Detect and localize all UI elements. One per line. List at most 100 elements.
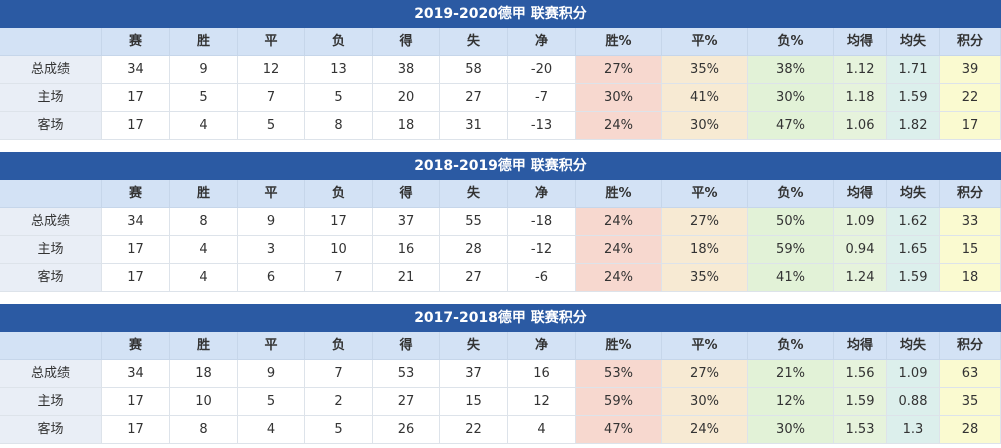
table-block: 2017-2018德甲 联赛积分赛胜平负得失净胜% 平% 负% 均得 均失 积分 总成绩 34… bbox=[0, 304, 1001, 444]
data-cell: 59% bbox=[576, 388, 662, 416]
data-cell: 55 bbox=[440, 208, 508, 236]
data-cell: 30% bbox=[748, 416, 834, 444]
data-cell: 4 bbox=[170, 236, 238, 264]
data-cell: 17 bbox=[940, 112, 1001, 140]
header-cell: 积分 bbox=[940, 180, 1001, 208]
header-cell: 平% bbox=[662, 28, 748, 56]
data-cell: -6 bbox=[508, 264, 576, 292]
header-cell: 均得 bbox=[834, 180, 887, 208]
data-cell: 1.59 bbox=[887, 84, 940, 112]
data-cell: 27% bbox=[662, 208, 748, 236]
data-cell: -13 bbox=[508, 112, 576, 140]
data-cell: 18 bbox=[170, 360, 238, 388]
header-cell: 负 bbox=[305, 180, 373, 208]
data-cell: -12 bbox=[508, 236, 576, 264]
header-cell: 平 bbox=[238, 28, 305, 56]
data-cell: 10 bbox=[305, 236, 373, 264]
header-cell: 胜 bbox=[170, 332, 238, 360]
data-cell: 12 bbox=[508, 388, 576, 416]
data-cell: 27% bbox=[576, 56, 662, 84]
data-cell: 28 bbox=[440, 236, 508, 264]
data-cell: 1.12 bbox=[834, 56, 887, 84]
data-cell: 58 bbox=[440, 56, 508, 84]
header-row: 赛胜平负得失净胜% 平% 负% 均得 均失 积分 bbox=[0, 180, 1001, 208]
data-cell: 1.59 bbox=[887, 264, 940, 292]
header-cell: 积分 bbox=[940, 28, 1001, 56]
data-cell: 16 bbox=[508, 360, 576, 388]
header-cell: 净 bbox=[508, 180, 576, 208]
row-label: 总成绩 bbox=[0, 56, 102, 84]
data-cell: 24% bbox=[576, 264, 662, 292]
data-cell: 34 bbox=[102, 56, 170, 84]
header-cell: 负 bbox=[305, 332, 373, 360]
header-cell: 负% bbox=[748, 180, 834, 208]
data-cell: 9 bbox=[238, 360, 305, 388]
data-cell: 5 bbox=[170, 84, 238, 112]
data-cell: 27 bbox=[440, 264, 508, 292]
data-cell: 8 bbox=[305, 112, 373, 140]
data-cell: 4 bbox=[238, 416, 305, 444]
data-row: 客场 17 4 6 7 21 27 -6 24% 35% 41% 1.24 1.59 18 bbox=[0, 264, 1001, 292]
data-cell: 17 bbox=[102, 112, 170, 140]
data-cell: 31 bbox=[440, 112, 508, 140]
data-cell: 7 bbox=[238, 84, 305, 112]
data-cell: 16 bbox=[373, 236, 440, 264]
data-cell: 21% bbox=[748, 360, 834, 388]
header-cell bbox=[0, 180, 102, 208]
data-cell: 17 bbox=[102, 264, 170, 292]
data-row: 总成绩 34 18 9 7 53 37 16 53% 27% 21% 1.56 1.09 63 bbox=[0, 360, 1001, 388]
data-cell: -20 bbox=[508, 56, 576, 84]
data-cell: 30% bbox=[662, 112, 748, 140]
data-cell: 1.53 bbox=[834, 416, 887, 444]
data-cell: 8 bbox=[170, 416, 238, 444]
header-cell: 胜% bbox=[576, 332, 662, 360]
data-cell: 33 bbox=[940, 208, 1001, 236]
row-label: 主场 bbox=[0, 84, 102, 112]
data-cell: 37 bbox=[373, 208, 440, 236]
data-cell: 4 bbox=[170, 112, 238, 140]
data-cell: 5 bbox=[238, 388, 305, 416]
data-cell: 4 bbox=[170, 264, 238, 292]
data-cell: 5 bbox=[305, 84, 373, 112]
header-cell: 失 bbox=[440, 28, 508, 56]
header-cell: 负% bbox=[748, 332, 834, 360]
data-cell: 35 bbox=[940, 388, 1001, 416]
header-cell: 净 bbox=[508, 332, 576, 360]
data-row: 主场 17 10 5 2 27 15 12 59% 30% 12% 1.59 0.88 35 bbox=[0, 388, 1001, 416]
data-row: 总成绩 34 8 9 17 37 55 -18 24% 27% 50% 1.09 1.62 33 bbox=[0, 208, 1001, 236]
header-cell bbox=[0, 332, 102, 360]
data-cell: 10 bbox=[170, 388, 238, 416]
data-cell: 12 bbox=[238, 56, 305, 84]
data-cell: 1.06 bbox=[834, 112, 887, 140]
header-cell: 失 bbox=[440, 332, 508, 360]
header-row: 赛胜平负得失净胜% 平% 负% 均得 均失 积分 bbox=[0, 28, 1001, 56]
data-cell: 39 bbox=[940, 56, 1001, 84]
header-cell: 得 bbox=[373, 332, 440, 360]
data-cell: 37 bbox=[440, 360, 508, 388]
data-cell: 7 bbox=[305, 264, 373, 292]
header-cell: 平 bbox=[238, 180, 305, 208]
data-cell: 1.56 bbox=[834, 360, 887, 388]
data-cell: 17 bbox=[102, 84, 170, 112]
row-label: 主场 bbox=[0, 236, 102, 264]
header-cell: 赛 bbox=[102, 28, 170, 56]
table-block: 2019-2020德甲 联赛积分赛胜平负得失净胜% 平% 负% 均得 均失 积分 总成绩 34… bbox=[0, 0, 1001, 140]
data-cell: 1.65 bbox=[887, 236, 940, 264]
header-cell: 得 bbox=[373, 180, 440, 208]
header-cell: 均失 bbox=[887, 332, 940, 360]
data-cell: 15 bbox=[940, 236, 1001, 264]
header-cell: 负 bbox=[305, 28, 373, 56]
data-cell: 34 bbox=[102, 208, 170, 236]
data-cell: 59% bbox=[748, 236, 834, 264]
header-cell: 平% bbox=[662, 332, 748, 360]
data-cell: 38 bbox=[373, 56, 440, 84]
header-cell: 胜% bbox=[576, 180, 662, 208]
data-cell: 5 bbox=[238, 112, 305, 140]
data-cell: 13 bbox=[305, 56, 373, 84]
data-cell: 0.94 bbox=[834, 236, 887, 264]
header-cell: 胜 bbox=[170, 28, 238, 56]
header-cell: 赛 bbox=[102, 180, 170, 208]
data-cell: 35% bbox=[662, 56, 748, 84]
data-cell: 35% bbox=[662, 264, 748, 292]
data-cell: 24% bbox=[576, 112, 662, 140]
